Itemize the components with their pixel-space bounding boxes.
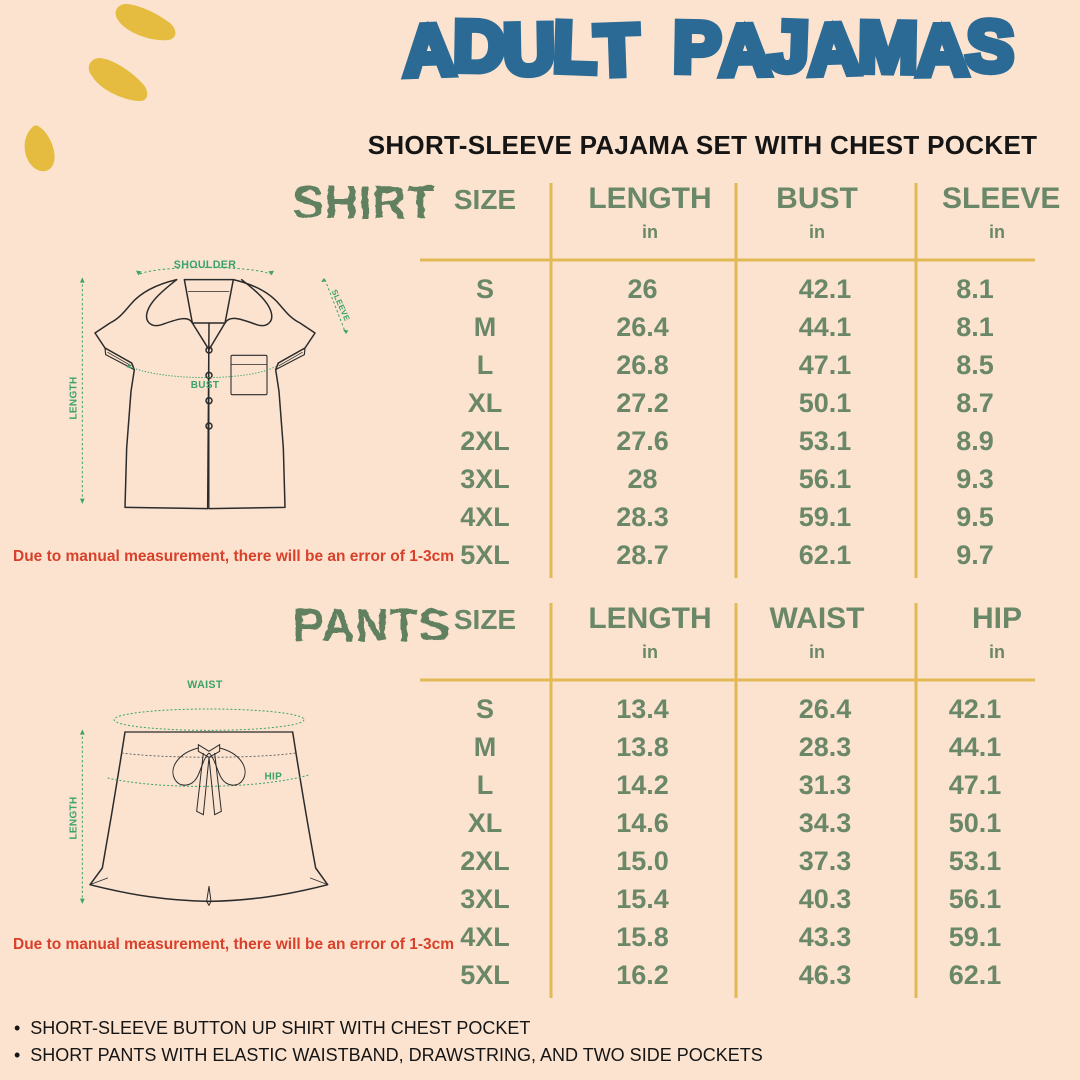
svg-text:SLEEVE: SLEEVE [330,288,352,323]
svg-text:LENGTH: LENGTH [69,376,80,419]
svg-text:SHOULDER: SHOULDER [174,259,236,271]
svg-text:BUST: BUST [191,380,220,391]
svg-text:LENGTH: LENGTH [69,796,80,839]
svg-text:HIP: HIP [264,772,282,783]
svg-text:WAIST: WAIST [187,679,223,691]
